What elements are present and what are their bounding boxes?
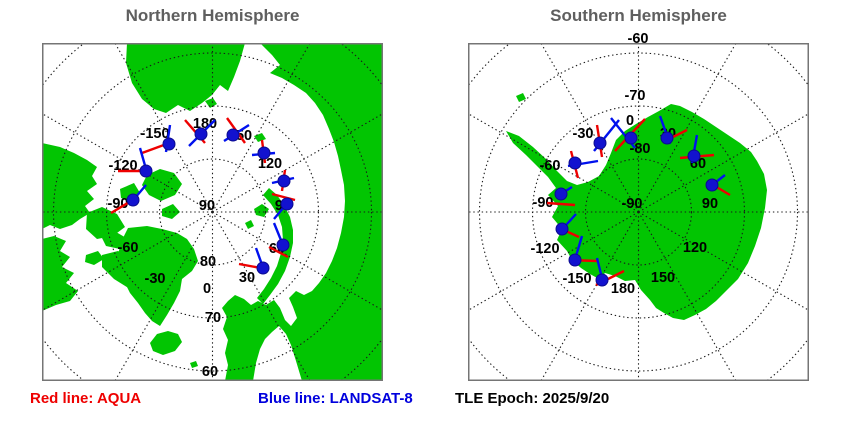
graticule-label: -90 bbox=[622, 196, 643, 212]
north-landmass bbox=[42, 143, 97, 229]
north-hemisphere-title: Northern Hemisphere bbox=[125, 6, 300, 25]
satellite-marker bbox=[595, 257, 625, 287]
latitude-circle bbox=[158, 158, 267, 266]
satellite-position-dot bbox=[568, 156, 582, 170]
graticule-label: -30 bbox=[573, 126, 594, 142]
southern-hemisphere-plot: -60-70-80-900-3030-6060-9090-120120-1501… bbox=[468, 31, 809, 381]
legend-landsat8: Blue line: LANDSAT-8 bbox=[258, 390, 413, 407]
satellite-position-dot bbox=[595, 273, 609, 287]
satellite-position-dot bbox=[705, 178, 719, 192]
satellite-marker bbox=[223, 117, 250, 144]
aqua-track-segment bbox=[268, 245, 289, 259]
northern-hemisphere-plot: 180-150150-120120-9090-6060-303009080706… bbox=[42, 43, 383, 381]
graticule-label: 70 bbox=[205, 310, 221, 326]
north-landmass bbox=[126, 43, 245, 113]
graticule-label: 0 bbox=[626, 113, 634, 129]
satellite-position-dot bbox=[593, 136, 607, 150]
satellite-marker bbox=[251, 139, 276, 164]
satellite-marker bbox=[658, 115, 688, 145]
satellite-marker bbox=[568, 235, 598, 267]
satellite-position-dot bbox=[624, 131, 638, 145]
graticule-label: -60 bbox=[540, 158, 561, 174]
aqua-track-segment bbox=[546, 201, 576, 207]
latitude-circle bbox=[478, 52, 799, 372]
satellite-position-dot bbox=[568, 253, 582, 267]
north-landmass bbox=[118, 226, 198, 326]
graticule-label: -150 bbox=[562, 271, 591, 287]
graticule-label: 30 bbox=[239, 270, 255, 286]
satellite-position-dot bbox=[687, 149, 701, 163]
plot-frame bbox=[42, 43, 383, 381]
satellite-position-dot bbox=[280, 197, 294, 211]
graticule-label: -120 bbox=[530, 241, 559, 257]
satellite-marker bbox=[271, 169, 295, 192]
satellite-position-dot bbox=[139, 164, 153, 178]
aqua-track-segment bbox=[271, 192, 296, 202]
graticule-label: 180 bbox=[611, 281, 635, 297]
satellite-marker bbox=[546, 185, 576, 207]
north-landmass bbox=[142, 169, 182, 201]
satellite-position-dot bbox=[126, 193, 140, 207]
north-landmass bbox=[222, 43, 383, 381]
legend-aqua: Red line: AQUA bbox=[30, 390, 142, 407]
satellite-position-dot bbox=[162, 137, 176, 151]
graticule-label: -60 bbox=[118, 240, 139, 256]
satellite-position-dot bbox=[660, 131, 674, 145]
graticule-label: -30 bbox=[145, 271, 166, 287]
north-landmass bbox=[245, 220, 254, 229]
north-landmass bbox=[42, 236, 78, 311]
south-hemisphere-title: Southern Hemisphere bbox=[550, 6, 727, 25]
satellite-marker bbox=[118, 147, 153, 178]
legend-tle-epoch: TLE Epoch: 2025/9/20 bbox=[455, 390, 610, 407]
latitude-circle bbox=[584, 158, 693, 266]
satellite-marker bbox=[184, 119, 216, 147]
satellite-marker bbox=[567, 150, 599, 179]
satellite-marker bbox=[705, 174, 731, 197]
graticule-label: 90 bbox=[702, 196, 718, 212]
graticule-label: -70 bbox=[625, 88, 646, 104]
graticule-label: 0 bbox=[203, 281, 211, 297]
graticule-label: 150 bbox=[651, 270, 675, 286]
satellite-position-dot bbox=[554, 187, 568, 201]
graticule-label: -80 bbox=[630, 141, 651, 157]
satellite-position-dot bbox=[194, 127, 208, 141]
satellite-marker bbox=[555, 213, 580, 239]
satellite-marker bbox=[593, 119, 620, 158]
north-landmass bbox=[162, 204, 180, 219]
graticule-label: 80 bbox=[200, 254, 216, 270]
latitude-circle bbox=[52, 52, 373, 372]
graticule-label: -150 bbox=[140, 126, 169, 142]
satellite-marker bbox=[610, 117, 646, 152]
north-hemisphere-map: 180-150150-120120-9090-6060-303009080706… bbox=[42, 43, 383, 381]
satellite-marker bbox=[679, 134, 715, 164]
graticule-label: -90 bbox=[108, 196, 129, 212]
satellite-marker bbox=[238, 247, 270, 275]
south-landmass bbox=[506, 104, 767, 320]
satellite-position-dot bbox=[256, 261, 270, 275]
satellite-position-dot bbox=[226, 128, 240, 142]
south-hemisphere-map: -60-70-80-900-3030-6060-9090-120120-1501… bbox=[468, 31, 809, 381]
graticule-label: 60 bbox=[202, 364, 218, 380]
satellite-marker bbox=[110, 184, 147, 215]
north-landmass bbox=[190, 361, 198, 368]
plot-frame bbox=[468, 43, 809, 381]
south-landmass bbox=[516, 93, 526, 102]
satellite-marker bbox=[141, 124, 176, 155]
north-landmass bbox=[85, 251, 104, 265]
north-landmass bbox=[150, 331, 182, 355]
graticule-label: 90 bbox=[199, 198, 215, 214]
satellite-position-dot bbox=[276, 238, 290, 252]
satellite-position-dot bbox=[257, 146, 271, 160]
satellite-marker bbox=[271, 192, 296, 220]
north-landmass bbox=[86, 207, 125, 239]
graticule-label: -60 bbox=[628, 31, 649, 47]
north-landmass bbox=[257, 188, 293, 304]
satellite-marker bbox=[268, 222, 290, 259]
graticule-label: -90 bbox=[533, 195, 554, 211]
satellite-position-dot bbox=[277, 174, 291, 188]
satellite-position-dot bbox=[555, 222, 569, 236]
graticule-label: 120 bbox=[683, 240, 707, 256]
